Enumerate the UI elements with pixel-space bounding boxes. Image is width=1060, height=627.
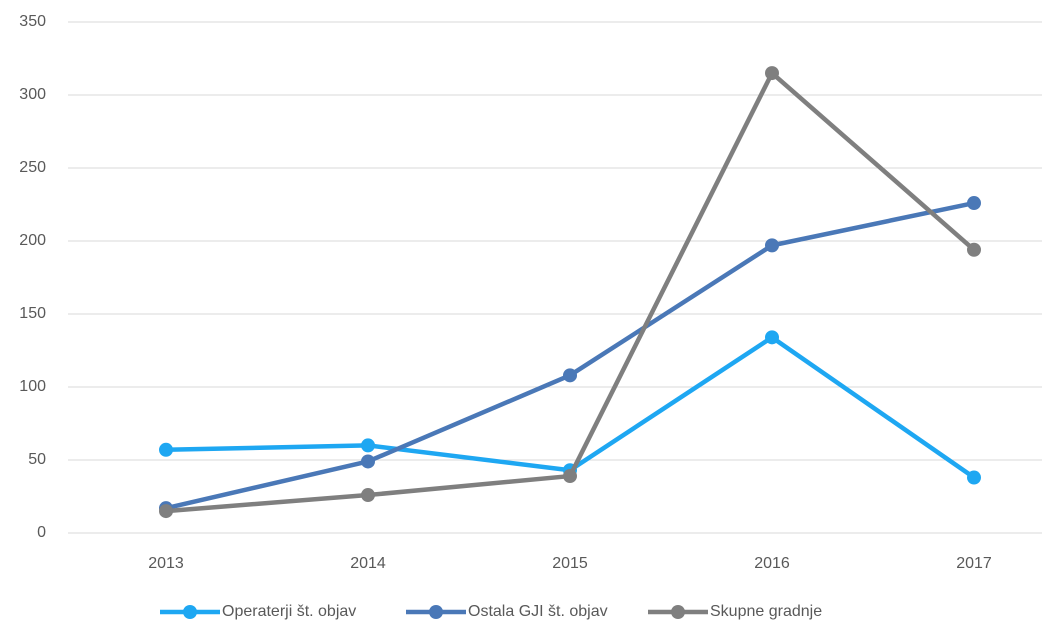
- y-tick-label: 0: [37, 524, 46, 541]
- legend-marker: [429, 605, 443, 619]
- data-point: [967, 470, 981, 485]
- x-tick-label: 2014: [350, 555, 386, 572]
- y-tick-label: 100: [19, 378, 46, 395]
- data-point: [563, 469, 577, 484]
- legend-label: Ostala GJI št. objav: [468, 603, 608, 620]
- legend-marker: [183, 605, 197, 619]
- data-point: [765, 66, 779, 81]
- data-point: [159, 442, 173, 457]
- data-point: [361, 438, 375, 453]
- y-tick-label: 150: [19, 305, 46, 322]
- x-tick-label: 2016: [754, 555, 790, 572]
- x-tick-label: 2015: [552, 555, 588, 572]
- data-point: [563, 368, 577, 383]
- data-point: [765, 330, 779, 345]
- legend-marker: [671, 605, 685, 619]
- y-tick-label: 200: [19, 232, 46, 249]
- series-line: [165, 200, 975, 511]
- y-tick-label: 350: [19, 13, 46, 30]
- data-point: [361, 488, 375, 503]
- series-line: [165, 335, 976, 480]
- y-tick-label: 300: [19, 86, 46, 103]
- data-point: [159, 504, 173, 519]
- y-tick-label: 50: [28, 451, 46, 468]
- y-tick-label: 250: [19, 159, 46, 176]
- data-point: [967, 196, 981, 211]
- legend-label: Operaterji št. objav: [222, 603, 356, 620]
- x-tick-label: 2013: [148, 555, 184, 572]
- x-tick-label: 2017: [956, 555, 992, 572]
- data-point: [765, 238, 779, 253]
- data-point: [361, 454, 375, 469]
- data-point: [967, 242, 981, 257]
- legend-label: Skupne gradnje: [710, 603, 822, 620]
